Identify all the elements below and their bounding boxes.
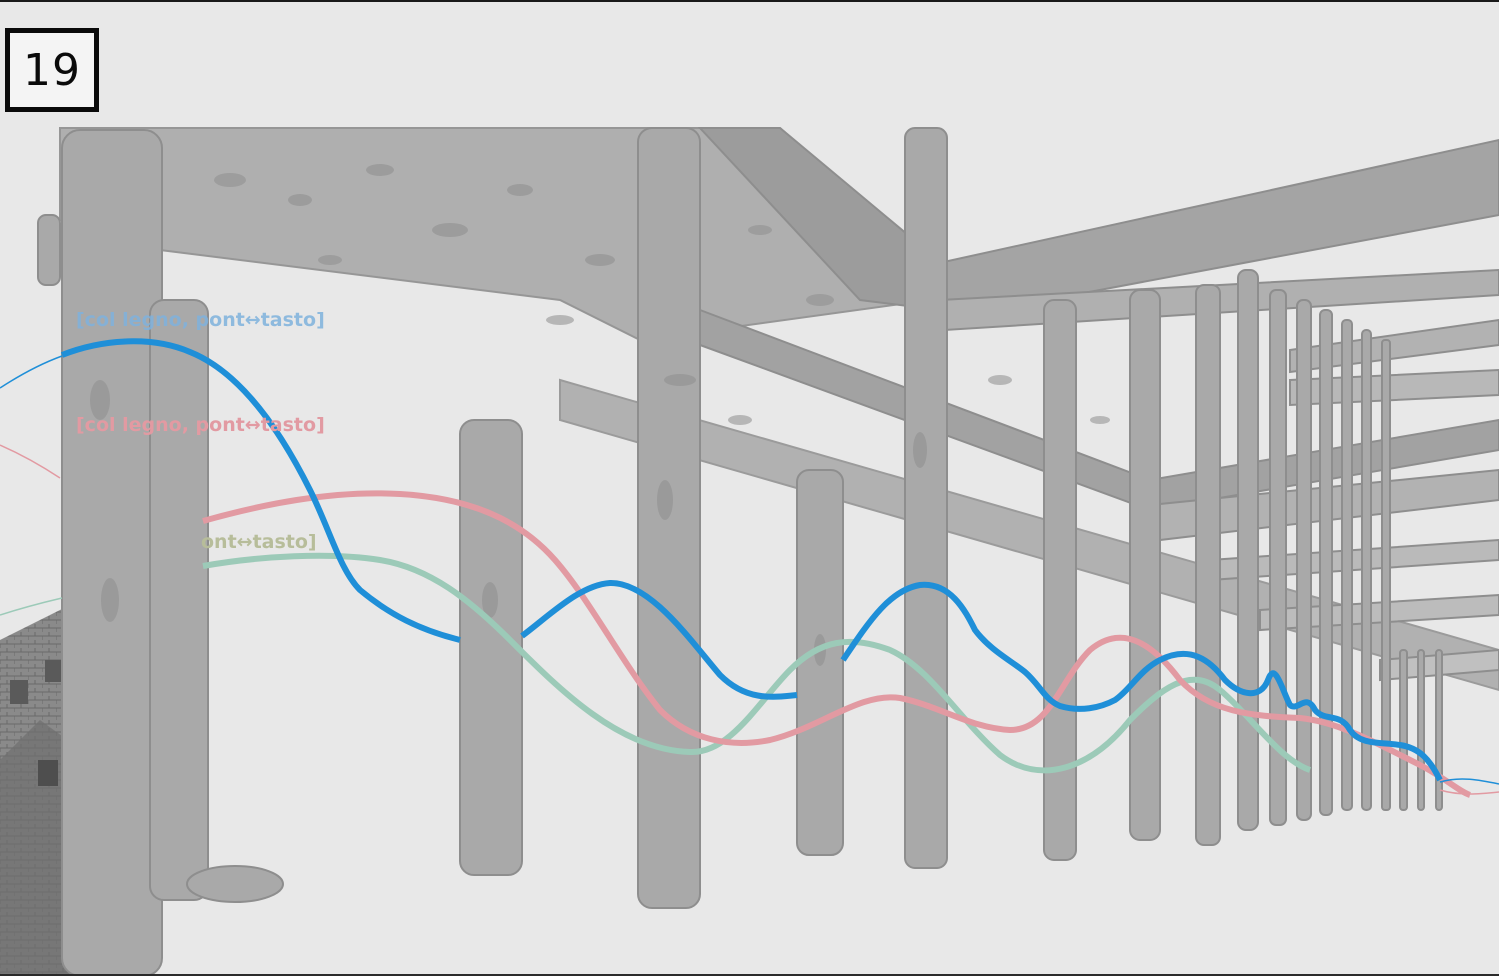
- blue-curve-right: [840, 581, 1443, 782]
- blue-curve-tail: [0, 355, 63, 389]
- bottom-border: [0, 974, 1499, 976]
- blue-curve-mid: [520, 579, 798, 700]
- pink-curve-tail: [0, 444, 61, 479]
- page-number: 19: [23, 44, 81, 96]
- blue-curve-label: [col legno, pont↔tasto]: [76, 309, 325, 331]
- blue-curve: [60, 338, 461, 643]
- blue-curve-end: [1439, 778, 1499, 785]
- pink-curve-label: [col legno, pont↔tasto]: [76, 414, 325, 436]
- green-curve-tail: [0, 597, 63, 616]
- green-curve-label: ont↔tasto]: [201, 531, 317, 553]
- pink-curve-end: [1439, 789, 1499, 795]
- page-number-badge: 19: [5, 28, 99, 112]
- foliage-texture: [90, 164, 1110, 666]
- green-curve: [202, 552, 1312, 774]
- pier-timber-structure: [37, 127, 1499, 976]
- top-border: [0, 0, 1499, 2]
- pink-curve: [202, 490, 1472, 798]
